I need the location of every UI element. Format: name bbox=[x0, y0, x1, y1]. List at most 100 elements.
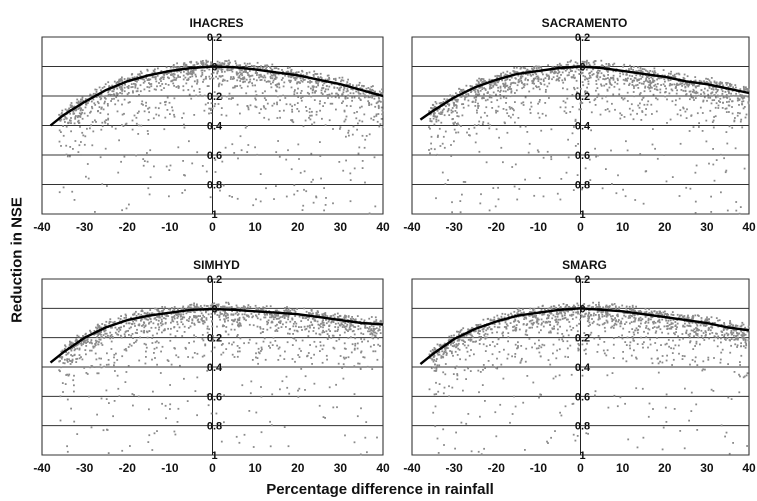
scatter-point bbox=[439, 113, 442, 115]
scatter-point bbox=[114, 326, 117, 329]
scatter-point bbox=[333, 347, 336, 350]
scatter-point bbox=[544, 77, 547, 79]
scatter-point bbox=[62, 125, 64, 127]
scatter-point bbox=[150, 83, 153, 85]
scatter-point bbox=[79, 126, 81, 128]
x-tick-label: 10 bbox=[248, 220, 262, 234]
scatter-point bbox=[455, 105, 458, 107]
scatter-point bbox=[359, 106, 361, 109]
scatter-point bbox=[652, 81, 655, 83]
scatter-point bbox=[198, 321, 201, 324]
scatter-point bbox=[99, 112, 102, 114]
scatter-point bbox=[646, 70, 649, 73]
scatter-point bbox=[497, 80, 500, 83]
scatter-point bbox=[173, 76, 176, 79]
scatter-point bbox=[226, 68, 229, 70]
scatter-point bbox=[548, 97, 550, 99]
scatter-point bbox=[652, 408, 654, 410]
scatter-point bbox=[576, 62, 579, 65]
scatter-point bbox=[537, 102, 539, 105]
scatter-point bbox=[363, 146, 366, 149]
scatter-point bbox=[472, 89, 475, 91]
scatter-point bbox=[465, 93, 468, 96]
scatter-point bbox=[574, 118, 577, 121]
scatter-point bbox=[335, 383, 337, 386]
scatter-point bbox=[120, 88, 122, 91]
scatter-point bbox=[104, 329, 107, 332]
scatter-point bbox=[688, 90, 691, 93]
scatter-point bbox=[540, 66, 543, 69]
scatter-point bbox=[494, 75, 497, 78]
scatter-point bbox=[545, 89, 547, 91]
scatter-point bbox=[494, 83, 496, 86]
scatter-point bbox=[281, 316, 284, 318]
scatter-point bbox=[380, 106, 383, 109]
scatter-point bbox=[720, 191, 722, 194]
scatter-point bbox=[488, 78, 491, 81]
y-tick-label: 0.6 bbox=[575, 150, 590, 162]
scatter-point bbox=[184, 76, 187, 79]
scatter-point bbox=[234, 85, 237, 88]
scatter-point bbox=[322, 84, 324, 87]
scatter-point bbox=[592, 314, 595, 317]
scatter-point bbox=[723, 335, 725, 338]
scatter-point bbox=[248, 62, 251, 65]
scatter-point bbox=[358, 84, 360, 86]
scatter-point bbox=[145, 77, 148, 79]
scatter-point bbox=[747, 101, 750, 104]
scatter-point bbox=[346, 90, 349, 92]
scatter-point bbox=[329, 330, 331, 332]
scatter-point bbox=[582, 74, 585, 77]
scatter-point bbox=[673, 73, 676, 76]
scatter-point bbox=[642, 346, 644, 349]
scatter-point bbox=[587, 80, 590, 83]
scatter-point bbox=[142, 324, 145, 326]
scatter-point bbox=[617, 336, 620, 338]
scatter-point bbox=[653, 88, 656, 90]
scatter-point bbox=[64, 121, 66, 123]
scatter-point bbox=[674, 103, 677, 106]
scatter-point bbox=[685, 117, 688, 119]
scatter-point bbox=[484, 99, 487, 102]
scatter-point bbox=[285, 375, 288, 378]
scatter-point bbox=[72, 342, 74, 345]
scatter-point bbox=[342, 79, 345, 82]
scatter-point bbox=[322, 326, 324, 329]
scatter-point bbox=[628, 68, 630, 70]
scatter-point bbox=[581, 102, 584, 104]
scatter-point bbox=[655, 110, 658, 113]
scatter-point bbox=[202, 314, 204, 317]
scatter-point bbox=[191, 69, 194, 72]
scatter-point bbox=[190, 60, 193, 63]
scatter-point bbox=[443, 146, 446, 149]
scatter-point bbox=[631, 75, 634, 77]
scatter-point bbox=[610, 84, 613, 86]
scatter-point bbox=[528, 90, 531, 93]
scatter-point bbox=[294, 89, 296, 91]
scatter-point bbox=[86, 114, 89, 117]
scatter-point bbox=[277, 347, 280, 350]
scatter-point bbox=[169, 66, 172, 69]
scatter-point bbox=[292, 333, 294, 335]
scatter-point bbox=[732, 94, 735, 97]
scatter-point bbox=[212, 338, 215, 341]
scatter-point bbox=[269, 445, 272, 448]
scatter-point bbox=[377, 343, 380, 346]
scatter-point bbox=[78, 354, 81, 356]
scatter-point bbox=[186, 79, 188, 81]
x-tick-label: -10 bbox=[530, 220, 548, 234]
scatter-point bbox=[577, 343, 580, 345]
scatter-point bbox=[58, 191, 61, 194]
scatter-point bbox=[573, 77, 576, 80]
scatter-point bbox=[690, 115, 693, 117]
scatter-point bbox=[163, 128, 166, 131]
scatter-point bbox=[304, 78, 306, 81]
x-tick-label: -20 bbox=[119, 461, 137, 475]
scatter-point bbox=[98, 332, 101, 335]
scatter-point bbox=[94, 88, 97, 91]
scatter-point bbox=[273, 67, 276, 70]
scatter-point bbox=[136, 87, 139, 90]
scatter-point bbox=[154, 68, 156, 71]
scatter-point bbox=[303, 188, 305, 191]
scatter-point bbox=[276, 344, 278, 347]
